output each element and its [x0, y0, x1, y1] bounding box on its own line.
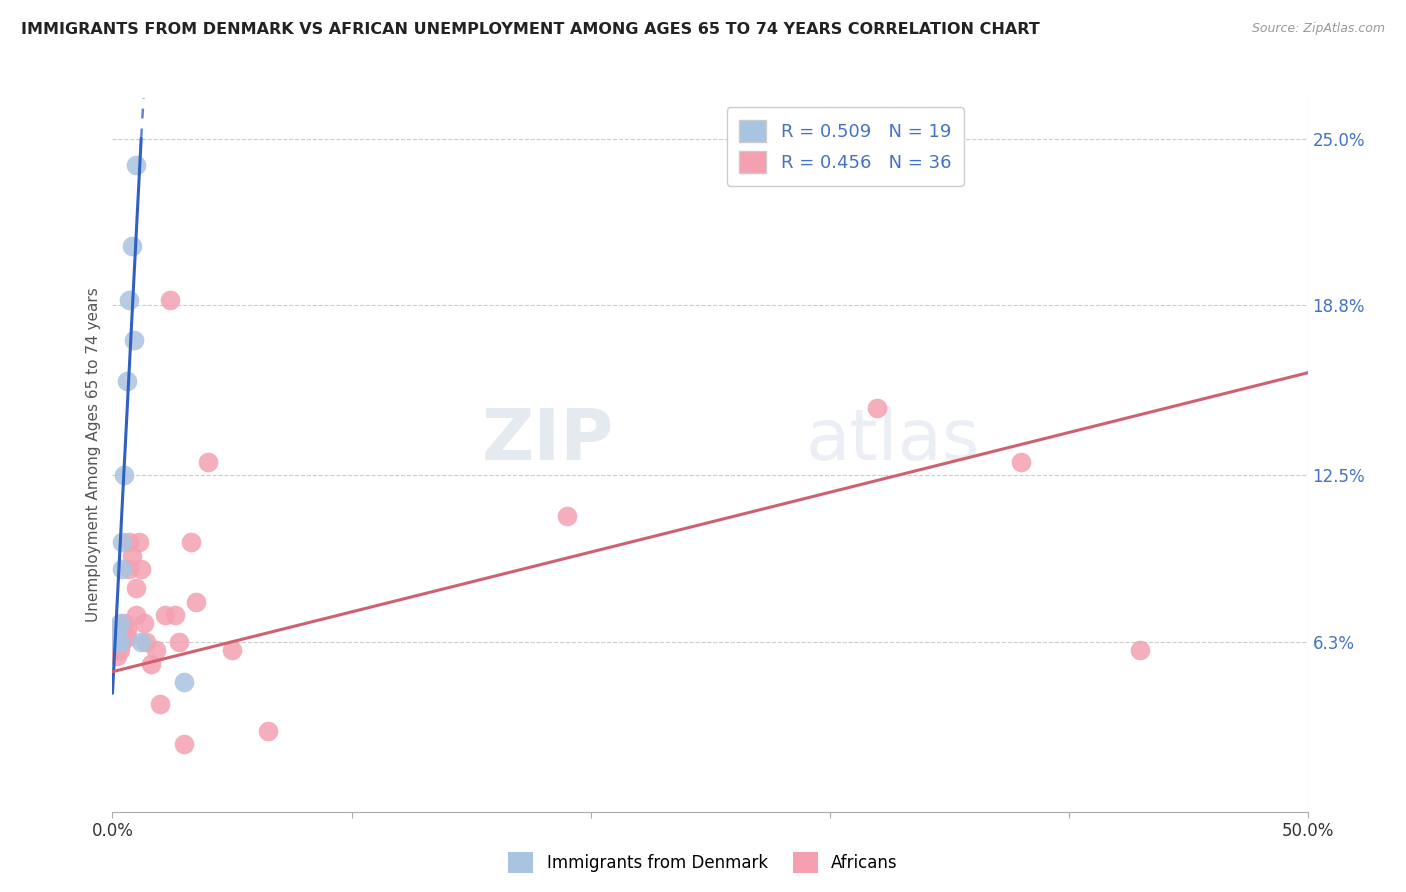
Point [135, 635, 157, 649]
Point [118, 535, 141, 549]
Point [149, 697, 172, 711]
Point [115, 374, 138, 388]
Point [118, 293, 141, 307]
Point [257, 723, 280, 738]
Point [115, 630, 138, 644]
Point [114, 616, 135, 631]
Point [555, 508, 578, 523]
Point [104, 635, 127, 649]
Point [153, 608, 176, 623]
Point [104, 635, 127, 649]
Text: IMMIGRANTS FROM DENMARK VS AFRICAN UNEMPLOYMENT AMONG AGES 65 TO 74 YEARS CORREL: IMMIGRANTS FROM DENMARK VS AFRICAN UNEMP… [21, 22, 1040, 37]
Text: ZIP: ZIP [482, 406, 614, 475]
Point [221, 643, 243, 657]
Point [105, 630, 128, 644]
Point [1010, 455, 1032, 469]
Point [173, 675, 195, 690]
Point [159, 293, 181, 307]
Point [111, 635, 134, 649]
Text: Source: ZipAtlas.com: Source: ZipAtlas.com [1251, 22, 1385, 36]
Point [197, 455, 219, 469]
Point [125, 158, 148, 172]
Point [111, 535, 134, 549]
Point [122, 334, 145, 348]
Point [145, 643, 167, 657]
Point [105, 648, 128, 663]
Point [129, 635, 152, 649]
Text: atlas: atlas [806, 406, 980, 475]
Point [125, 608, 148, 623]
Legend: Immigrants from Denmark, Africans: Immigrants from Denmark, Africans [502, 846, 904, 880]
Point [125, 581, 148, 595]
Point [128, 535, 150, 549]
Point [121, 549, 143, 563]
Point [163, 608, 186, 623]
Legend: R = 0.509   N = 19, R = 0.456   N = 36: R = 0.509 N = 19, R = 0.456 N = 36 [727, 107, 965, 186]
Point [866, 401, 889, 415]
Point [115, 622, 138, 636]
Point [105, 635, 128, 649]
Point [104, 643, 127, 657]
Point [180, 535, 202, 549]
Point [186, 595, 208, 609]
Point [173, 738, 195, 752]
Point [114, 468, 135, 483]
Point [132, 616, 155, 631]
Point [104, 632, 127, 647]
Point [108, 635, 131, 649]
Point [108, 643, 131, 657]
Point [169, 635, 191, 649]
Point [104, 635, 127, 649]
Point [105, 635, 128, 649]
Point [129, 562, 152, 576]
Point [108, 616, 131, 631]
Point [104, 630, 127, 644]
Point [105, 622, 128, 636]
Point [139, 657, 162, 671]
Point [111, 562, 134, 576]
Point [1129, 643, 1152, 657]
Point [111, 622, 134, 636]
Y-axis label: Unemployment Among Ages 65 to 74 years: Unemployment Among Ages 65 to 74 years [86, 287, 101, 623]
Point [121, 239, 143, 253]
Point [118, 562, 141, 576]
